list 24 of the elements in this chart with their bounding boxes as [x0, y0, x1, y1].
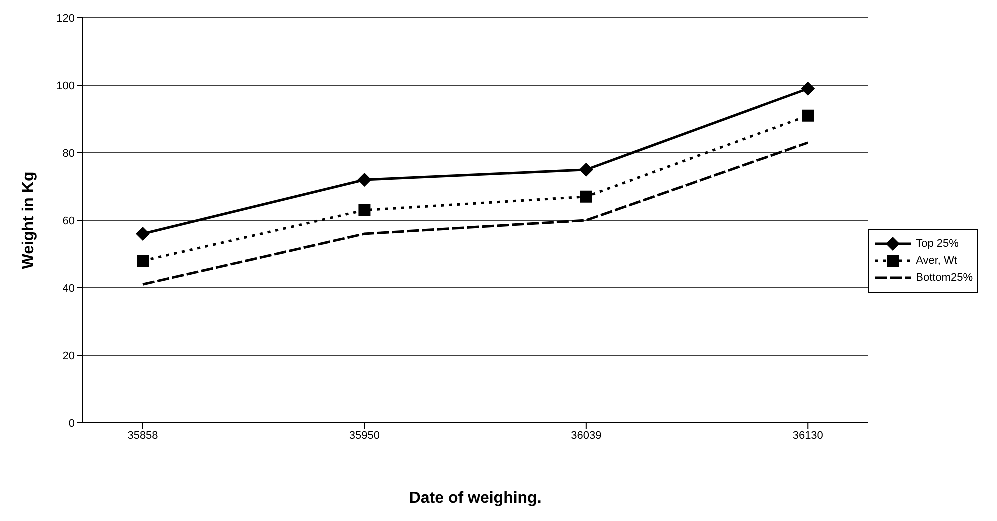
y-tick-label: 120	[56, 12, 75, 25]
y-tick-label: 0	[68, 418, 75, 430]
x-axis-title: Date of weighing.	[409, 490, 542, 507]
y-tick-label: 80	[62, 148, 75, 160]
legend-label: Aver, Wt	[916, 254, 958, 266]
x-tick-label: 36039	[571, 430, 602, 442]
y-tick-label: 60	[62, 215, 75, 228]
legend-label: Top 25%	[916, 238, 959, 250]
x-tick-label: 35950	[349, 430, 380, 442]
x-tick-label: 36130	[792, 430, 824, 442]
point	[801, 82, 816, 96]
point	[580, 190, 592, 203]
point	[358, 173, 372, 187]
y-tick-label: 20	[62, 350, 75, 362]
point	[579, 162, 594, 177]
point	[137, 255, 149, 267]
x-tick-label: 35858	[128, 430, 158, 442]
legend-label: Bottom25%	[916, 272, 973, 284]
point	[358, 204, 371, 216]
y-tick-label: 40	[62, 282, 75, 295]
y-axis-title: Weight in Kg	[20, 172, 38, 270]
point	[136, 227, 150, 241]
point	[802, 110, 814, 122]
y-tick-label: 100	[56, 80, 75, 92]
